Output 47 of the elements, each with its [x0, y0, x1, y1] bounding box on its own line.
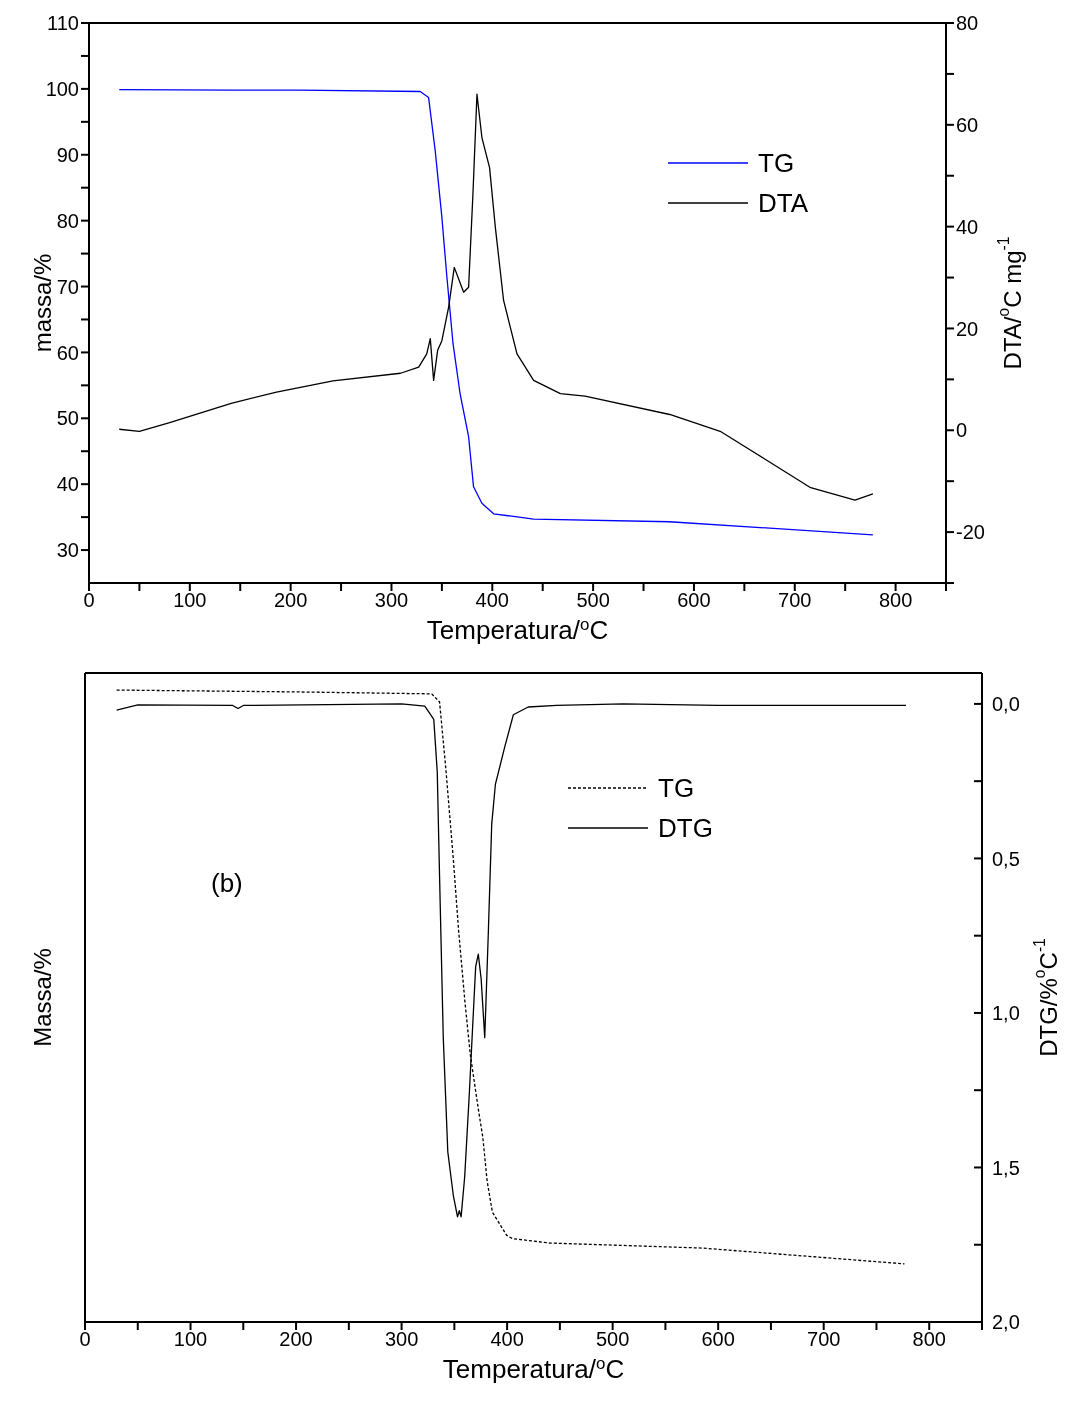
- y-tick-label: 90: [56, 143, 79, 166]
- x-axis-title: Temperatura/$^{o}$C: [442, 1353, 625, 1384]
- x-tick-label: 100: [173, 589, 207, 612]
- x-tick-label: 600: [701, 1328, 735, 1351]
- legend-label: DTA: [758, 187, 809, 220]
- x-tick-label: 500: [595, 1328, 630, 1351]
- y-tick-label: 1,5: [992, 1156, 1020, 1179]
- y2-tick-label: 0: [956, 419, 968, 442]
- y-tick-label: 110: [47, 12, 79, 35]
- legend-label: DTG: [658, 812, 713, 845]
- x-tick-label: 500: [576, 589, 610, 612]
- y-tick-label: 70: [56, 275, 79, 298]
- x-tick-label: 600: [677, 589, 711, 612]
- x-tick-label: 700: [807, 1328, 841, 1351]
- x-tick-label: 0: [83, 589, 95, 612]
- x-tick-label: 300: [374, 589, 409, 612]
- y-axis-title: massa/%: [28, 253, 56, 353]
- y2-tick-label: 40: [956, 215, 979, 238]
- y2-tick-label: 80: [956, 12, 979, 35]
- x-tick-label: 800: [912, 1328, 946, 1351]
- x-tick-label: 400: [475, 589, 509, 612]
- x-tick-label: 200: [279, 1328, 313, 1351]
- y-tick-label: 60: [56, 341, 79, 364]
- x-tick-label: 0: [79, 1328, 91, 1351]
- x-tick-label: 300: [384, 1328, 419, 1351]
- y-tick-label: 0,5: [992, 847, 1020, 870]
- y-tick-label: 30: [56, 539, 79, 562]
- y2-tick-label: 20: [956, 317, 979, 340]
- x-tick-label: 400: [490, 1328, 524, 1351]
- y-axis-title: Massa/%: [28, 948, 56, 1047]
- annotation: (b): [211, 868, 243, 899]
- legend-label: TG: [758, 147, 795, 180]
- y-tick-label: 2,0: [992, 1311, 1020, 1334]
- legend-label: TG: [658, 772, 695, 805]
- x-tick-label: 800: [878, 589, 913, 612]
- y-tick-label: 80: [56, 209, 79, 232]
- x-tick-label: 100: [173, 1328, 208, 1351]
- y2-tick-label: -20: [956, 521, 985, 544]
- y2-tick-label: 60: [956, 113, 979, 136]
- y-tick-label: 40: [56, 473, 79, 496]
- y-tick-label: 1,0: [992, 1002, 1020, 1025]
- x-tick-label: 200: [273, 589, 308, 612]
- x-tick-label: 700: [778, 589, 812, 612]
- x-axis-title: Temperatura/$^{o}$C: [426, 614, 609, 645]
- y-tick-label: 0,0: [992, 693, 1020, 715]
- y-tick-label: 50: [56, 407, 79, 430]
- y-tick-label: 100: [45, 77, 79, 100]
